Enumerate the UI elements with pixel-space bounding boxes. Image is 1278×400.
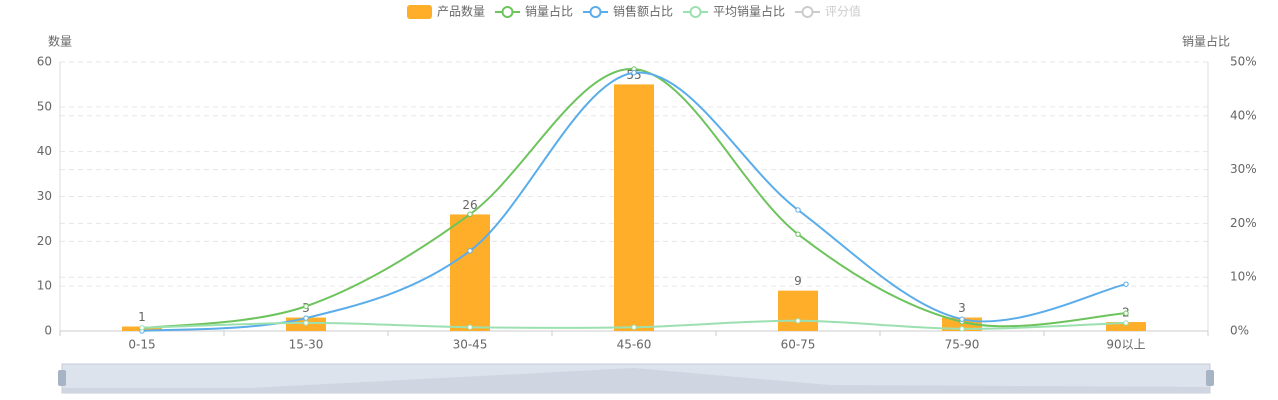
bar xyxy=(1106,322,1146,331)
point xyxy=(1123,320,1129,326)
x-tick-label: 90以上 xyxy=(1106,338,1145,352)
x-tick-label: 45-60 xyxy=(617,338,652,352)
y-tick-label: 40 xyxy=(37,144,52,158)
y2-tick-label: 40% xyxy=(1230,108,1257,122)
bar-label: 26 xyxy=(462,198,477,212)
legend-swatch[interactable] xyxy=(801,6,814,18)
y-tick-label: 0 xyxy=(44,324,52,338)
legend-label[interactable]: 产品数量 xyxy=(437,4,485,19)
zoom-handle[interactable] xyxy=(58,370,66,386)
point xyxy=(795,207,801,213)
x-tick-label: 75-90 xyxy=(945,338,980,352)
bar xyxy=(450,214,490,331)
bar xyxy=(778,290,818,331)
point xyxy=(139,325,145,331)
y2-axis-title: 销量占比 xyxy=(1182,34,1230,49)
point xyxy=(303,303,309,309)
point xyxy=(959,316,965,322)
bar-label: 9 xyxy=(794,274,802,288)
legend-swatch[interactable] xyxy=(501,6,514,18)
point xyxy=(959,326,965,332)
legend-label[interactable]: 评分值 xyxy=(825,4,861,19)
x-tick-label: 0-15 xyxy=(128,338,155,352)
point xyxy=(467,248,473,254)
legend-label[interactable]: 平均销量占比 xyxy=(713,4,785,19)
point xyxy=(303,315,309,321)
legend-label[interactable]: 销售额占比 xyxy=(613,4,673,19)
point xyxy=(795,231,801,237)
point xyxy=(795,318,801,324)
zoom-handle[interactable] xyxy=(1206,370,1214,386)
legend-swatch[interactable] xyxy=(589,6,602,18)
x-tick-label: 15-30 xyxy=(289,338,324,352)
legend-swatch[interactable] xyxy=(407,5,432,19)
x-tick-label: 60-75 xyxy=(781,338,816,352)
zoom-shadow xyxy=(62,368,1210,393)
y-tick-label: 30 xyxy=(37,189,52,203)
y-tick-label: 60 xyxy=(37,55,52,69)
bar-label: 3 xyxy=(958,301,966,315)
point xyxy=(467,211,473,217)
y-tick-label: 50 xyxy=(37,99,52,113)
y-tick-label: 10 xyxy=(37,279,52,293)
point xyxy=(1123,310,1129,316)
y-axis-title: 数量 xyxy=(48,34,72,49)
point xyxy=(631,324,637,330)
y-tick-label: 20 xyxy=(37,234,52,248)
legend-swatch[interactable] xyxy=(689,6,702,18)
point xyxy=(631,70,637,76)
y2-tick-label: 10% xyxy=(1230,270,1257,284)
y2-tick-label: 30% xyxy=(1230,162,1257,176)
y2-tick-label: 0% xyxy=(1230,324,1249,338)
x-tick-label: 30-45 xyxy=(453,338,488,352)
bar xyxy=(614,84,654,332)
y2-tick-label: 20% xyxy=(1230,216,1257,230)
point xyxy=(467,324,473,330)
point xyxy=(1123,281,1129,287)
bar-label: 1 xyxy=(138,310,146,324)
legend-label[interactable]: 销量占比 xyxy=(525,4,573,19)
data-zoom[interactable] xyxy=(58,363,1214,394)
y2-tick-label: 50% xyxy=(1230,55,1257,69)
point xyxy=(303,320,309,326)
